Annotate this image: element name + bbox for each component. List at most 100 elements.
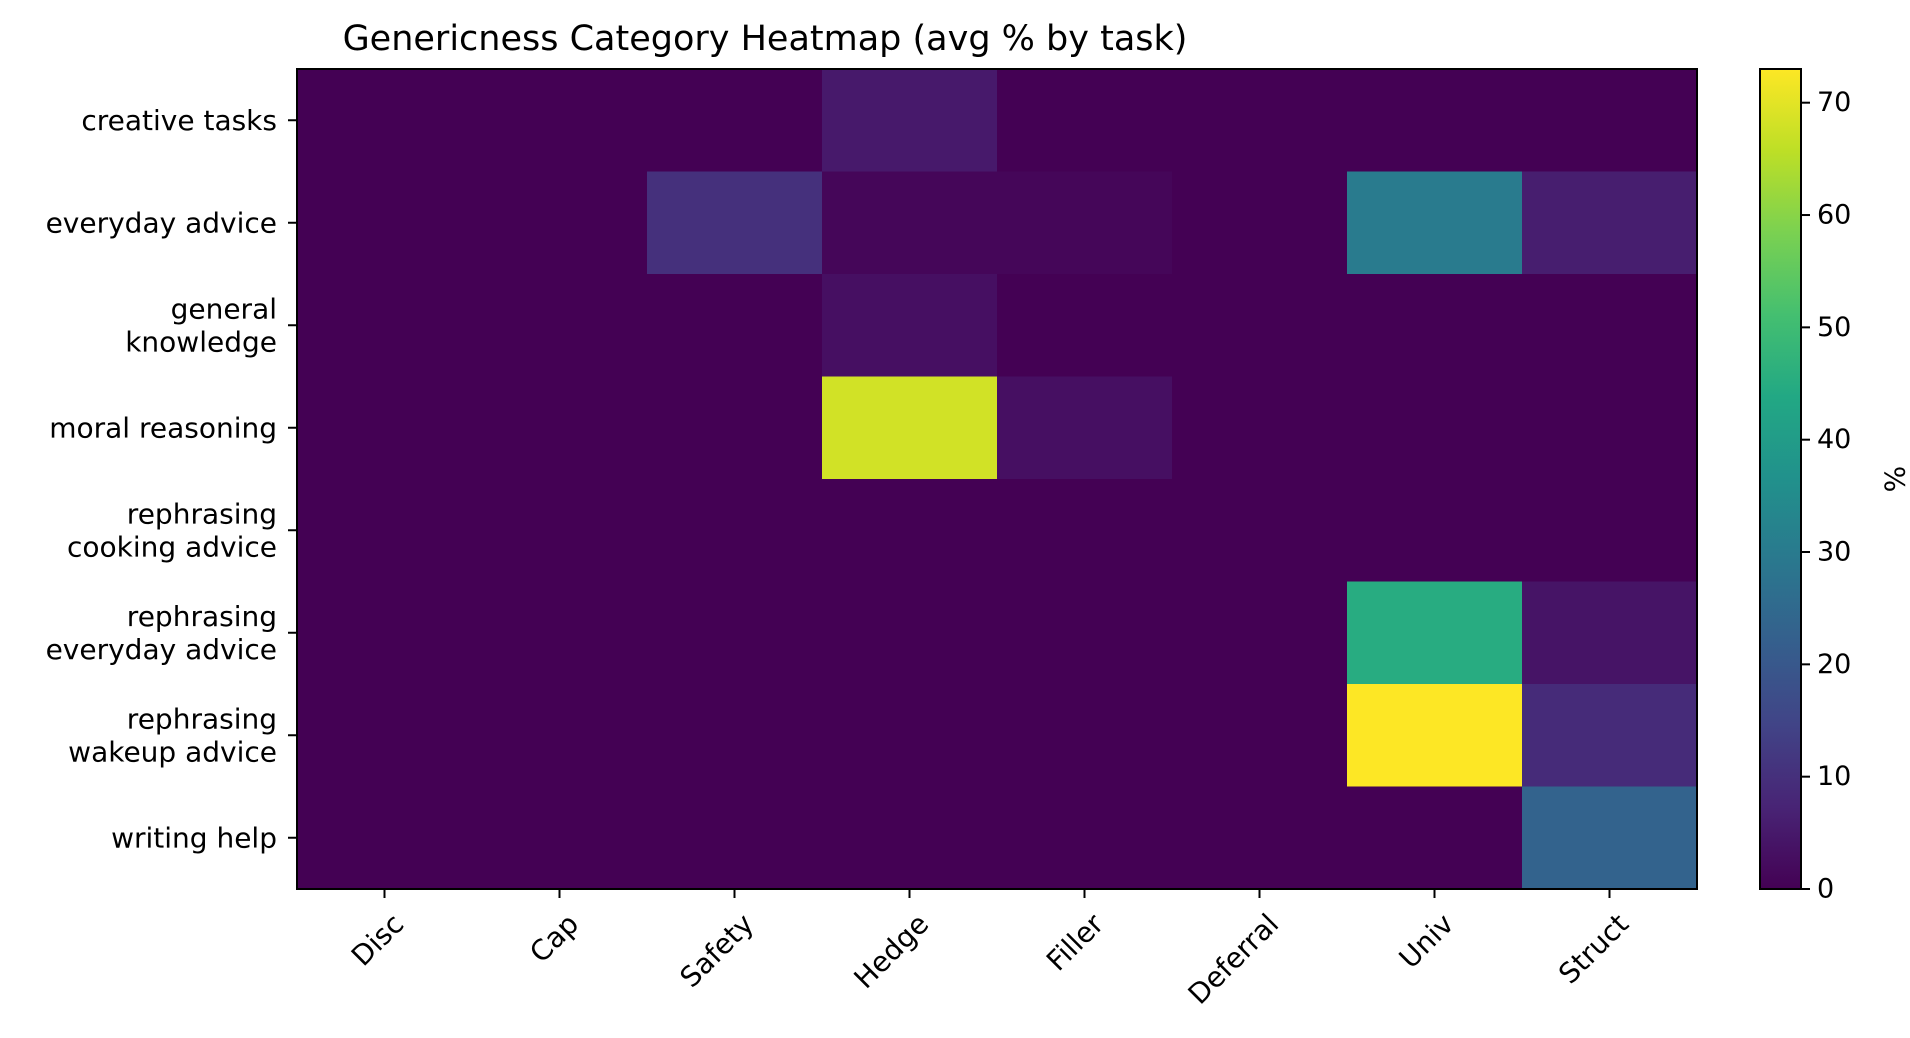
y-tick-label-4-0: rephrasing <box>127 497 277 530</box>
heatmap-cell-r1-c0 <box>297 172 473 275</box>
heatmap-cell-r1-c7 <box>1522 172 1698 275</box>
heatmap-cell-r6-c2 <box>647 684 823 787</box>
heatmap-cell-r7-c1 <box>472 787 648 890</box>
colorbar-tick-label-2: 20 <box>1817 649 1851 680</box>
x-tick-label-0: Disc <box>345 907 410 972</box>
colorbar-label: % <box>1879 466 1910 493</box>
heatmap-cell-r1-c1 <box>472 172 648 275</box>
x-tick-label-7: Struct <box>1552 907 1635 990</box>
heatmap-cell-r6-c7 <box>1522 684 1698 787</box>
heatmap-cell-r2-c4 <box>997 274 1173 377</box>
heatmap-cell-r3-c3 <box>822 377 998 480</box>
y-tick-label-5-1: everyday advice <box>46 633 277 666</box>
heatmap-cell-r4-c2 <box>647 479 823 582</box>
x-tick-label-6: Univ <box>1393 907 1461 975</box>
y-axis: creative tasks everyday advice generalknow… <box>46 104 297 855</box>
colorbar-tick-label-1: 10 <box>1817 761 1851 792</box>
colorbar: 0 10 20 30 40 50 60 70% <box>1760 69 1910 905</box>
y-tick-label-6-0: rephrasing <box>127 702 277 735</box>
colorbar-tick-label-7: 70 <box>1817 87 1851 118</box>
heatmap-cell-r6-c1 <box>472 684 648 787</box>
x-tick-label-3: Hedge <box>847 907 935 995</box>
heatmap-cell-r1-c4 <box>997 172 1173 275</box>
heatmap-cell-r0-c3 <box>822 69 998 172</box>
x-tick-label-2: Safety <box>673 907 760 994</box>
heatmap-cell-r0-c5 <box>1172 69 1348 172</box>
y-tick-label-7-0: writing help <box>111 821 277 854</box>
heatmap-cell-r6-c0 <box>297 684 473 787</box>
heatmap-cells <box>297 69 1698 890</box>
heatmap-cell-r1-c3 <box>822 172 998 275</box>
heatmap-cell-r3-c1 <box>472 377 648 480</box>
y-tick-label-0-0: creative tasks <box>81 104 277 137</box>
x-tick-label-1: Cap <box>523 907 585 969</box>
x-tick-label-5: Deferral <box>1182 907 1285 1010</box>
heatmap-cell-r2-c6 <box>1347 274 1523 377</box>
heatmap-cell-r7-c4 <box>997 787 1173 890</box>
heatmap-cell-r0-c0 <box>297 69 473 172</box>
y-tick-label-5-0: rephrasing <box>127 600 277 633</box>
heatmap-cell-r4-c0 <box>297 479 473 582</box>
chart-title: Genericness Category Heatmap (avg % by t… <box>343 19 1188 59</box>
heatmap-cell-r7-c5 <box>1172 787 1348 890</box>
x-tick-label-4: Filler <box>1040 907 1110 977</box>
heatmap-cell-r7-c2 <box>647 787 823 890</box>
heatmap-cell-r4-c5 <box>1172 479 1348 582</box>
heatmap-cell-r5-c3 <box>822 582 998 685</box>
heatmap-cell-r2-c2 <box>647 274 823 377</box>
y-tick-label-2-1: knowledge <box>125 325 277 358</box>
heatmap-cell-r2-c5 <box>1172 274 1348 377</box>
y-tick-label-3-0: moral reasoning <box>49 411 277 444</box>
heatmap-cell-r6-c5 <box>1172 684 1348 787</box>
heatmap-cell-r5-c2 <box>647 582 823 685</box>
colorbar-tick-label-4: 40 <box>1817 424 1851 455</box>
colorbar-tick-label-3: 30 <box>1817 537 1851 568</box>
colorbar-tick-label-0: 0 <box>1817 874 1834 905</box>
heatmap-cell-r0-c6 <box>1347 69 1523 172</box>
heatmap-cell-r5-c1 <box>472 582 648 685</box>
heatmap-cell-r7-c6 <box>1347 787 1523 890</box>
heatmap-cell-r4-c1 <box>472 479 648 582</box>
heatmap-cell-r7-c3 <box>822 787 998 890</box>
heatmap-cell-r7-c7 <box>1522 787 1698 890</box>
heatmap-cell-r5-c0 <box>297 582 473 685</box>
colorbar-tick-label-6: 60 <box>1817 200 1851 231</box>
heatmap-cell-r3-c7 <box>1522 377 1698 480</box>
heatmap-cell-r3-c2 <box>647 377 823 480</box>
heatmap-cell-r2-c3 <box>822 274 998 377</box>
heatmap-cell-r0-c7 <box>1522 69 1698 172</box>
y-tick-label-6-1: wakeup advice <box>68 735 277 768</box>
heatmap-cell-r0-c2 <box>647 69 823 172</box>
heatmap-cell-r6-c6 <box>1347 684 1523 787</box>
heatmap-cell-r4-c4 <box>997 479 1173 582</box>
heatmap-cell-r2-c1 <box>472 274 648 377</box>
colorbar-tick-label-5: 50 <box>1817 312 1851 343</box>
heatmap-cell-r6-c4 <box>997 684 1173 787</box>
y-tick-label-2-0: general <box>171 292 277 325</box>
heatmap-cell-r1-c6 <box>1347 172 1523 275</box>
heatmap-cell-r2-c7 <box>1522 274 1698 377</box>
heatmap-cell-r1-c5 <box>1172 172 1348 275</box>
heatmap-cell-r4-c3 <box>822 479 998 582</box>
heatmap-cell-r5-c7 <box>1522 582 1698 685</box>
heatmap-cell-r5-c6 <box>1347 582 1523 685</box>
heatmap-cell-r2-c0 <box>297 274 473 377</box>
colorbar-gradient <box>1760 69 1801 889</box>
heatmap-cell-r3-c0 <box>297 377 473 480</box>
heatmap-cell-r3-c6 <box>1347 377 1523 480</box>
y-tick-label-1-0: everyday advice <box>46 206 277 239</box>
heatmap-cell-r6-c3 <box>822 684 998 787</box>
heatmap-cell-r7-c0 <box>297 787 473 890</box>
heatmap-cell-r5-c5 <box>1172 582 1348 685</box>
heatmap-cell-r1-c2 <box>647 172 823 275</box>
heatmap-cell-r3-c4 <box>997 377 1173 480</box>
heatmap-cell-r0-c4 <box>997 69 1173 172</box>
heatmap-cell-r4-c6 <box>1347 479 1523 582</box>
heatmap-cell-r4-c7 <box>1522 479 1698 582</box>
x-axis: Disc Cap Safety Hedge Filler Deferral Univ Stru… <box>345 889 1635 1011</box>
heatmap-cell-r5-c4 <box>997 582 1173 685</box>
y-tick-label-4-1: cooking advice <box>67 530 277 563</box>
heatmap-cell-r3-c5 <box>1172 377 1348 480</box>
heatmap-cell-r0-c1 <box>472 69 648 172</box>
